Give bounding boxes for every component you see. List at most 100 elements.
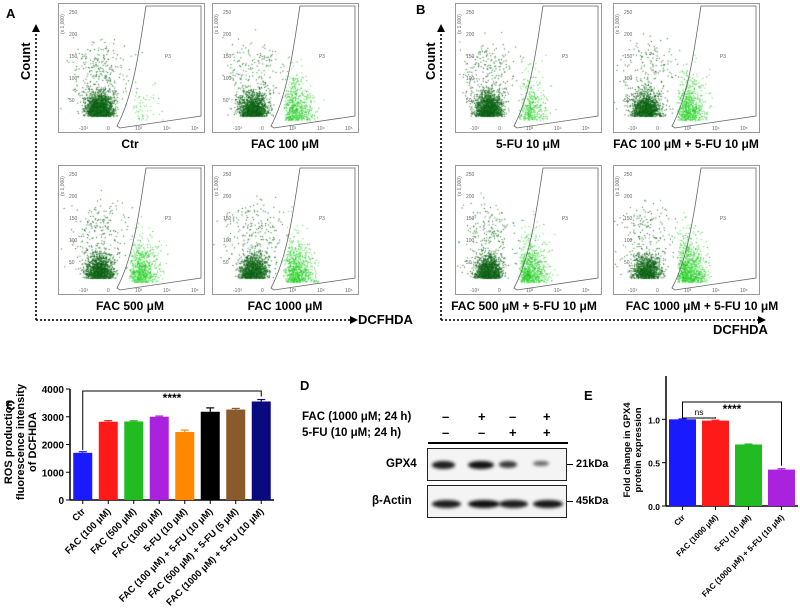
gate-p3	[270, 5, 356, 129]
treatment-sign: +	[509, 425, 517, 440]
y-tick-label: 1000	[42, 468, 65, 479]
y-tick: 50	[69, 98, 75, 104]
x-tick: 0	[498, 126, 501, 132]
y-tick: 100	[624, 76, 633, 82]
scatter-points	[213, 166, 358, 294]
x-tick: 0	[107, 126, 110, 132]
treatment-sign: +	[478, 409, 486, 424]
bar	[226, 409, 246, 500]
treatment-sign: –	[442, 425, 450, 440]
flow-plot-label: FAC 1000 μM + 5-FU 10 μM	[625, 299, 779, 313]
y-tick: 200	[466, 194, 475, 200]
scatter-points	[213, 4, 358, 132]
flow-plot: P3 (x 1,000) 250 200 150 100 50 -10³ 0 10³ 10⁴ 10⁵	[455, 165, 602, 295]
dcfhda-axis-label-a: DCFHDA	[358, 312, 413, 327]
bar	[768, 469, 795, 506]
marker-tick	[567, 464, 573, 465]
bar	[735, 444, 762, 506]
protein-band	[533, 500, 564, 508]
x-tick: 10³	[289, 126, 297, 132]
gate-label: P3	[720, 216, 726, 222]
y-tick: 250	[223, 172, 232, 178]
y-tick-label: 0.0	[648, 502, 660, 512]
bar	[702, 420, 729, 506]
x-tick: 10⁵	[740, 126, 748, 132]
scatter-points	[59, 166, 204, 294]
gate-p3	[270, 167, 356, 291]
x-tick: 10⁴	[554, 126, 562, 132]
x-tick: 10⁵	[740, 288, 748, 294]
x-tick: 10⁵	[345, 126, 353, 132]
gate-label: P3	[165, 54, 171, 60]
y-scale-note: (x 1,000)	[214, 176, 220, 196]
y-tick: 250	[624, 172, 633, 178]
y-tick: 150	[69, 54, 78, 60]
molecular-weight-label: 21kDa	[576, 458, 609, 470]
gate-p3	[513, 5, 599, 129]
x-tick: 10⁴	[712, 288, 720, 294]
x-tick: -10³	[470, 126, 479, 132]
x-tick: -10³	[233, 126, 242, 132]
flow-plot-label: FAC 100 μM + 5-FU 10 μM	[613, 137, 759, 151]
y-scale-note: (x 1,000)	[60, 14, 66, 34]
gate-label: P3	[562, 216, 568, 222]
count-axis-label-a: Count	[18, 42, 33, 80]
x-tick: 0	[656, 288, 659, 294]
x-tick: 10⁵	[191, 126, 199, 132]
flow-plot: P3 (x 1,000) 250 200 150 100 50 -10³ 0 10³ 10⁴ 10⁵	[212, 165, 359, 295]
divider-line	[428, 442, 568, 444]
blot-image	[427, 448, 567, 481]
gate-label: P3	[562, 54, 568, 60]
scatter-points	[456, 166, 601, 294]
x-tick: 10⁵	[345, 288, 353, 294]
panel-label-b: B	[416, 2, 426, 17]
treatment-label: FAC (1000 μM; 24 h)	[302, 411, 412, 423]
bar	[149, 416, 169, 500]
protein-band	[499, 500, 528, 508]
y-tick: 150	[69, 216, 78, 222]
gate-p3	[513, 167, 599, 291]
significance-label: ****	[163, 391, 182, 405]
y-axis-label: Fold change in GPX4protein expression	[622, 402, 644, 498]
flow-plot-label: FAC 500 μM + 5-FU 10 μM	[451, 299, 597, 313]
treatment-label: 5-FU (10 μM; 24 h)	[302, 427, 402, 439]
y-tick: 100	[624, 238, 633, 244]
bar	[98, 421, 118, 500]
flow-plot-label: 5-FU 10 μM	[495, 137, 561, 151]
x-tick: 10³	[289, 288, 297, 294]
protein-band	[533, 461, 549, 467]
significance-bracket	[682, 401, 782, 466]
panel-label-d: D	[300, 378, 310, 393]
flow-axis-arrows	[32, 24, 766, 324]
bar	[251, 401, 271, 500]
y-tick: 50	[466, 260, 472, 266]
x-tick: 10³	[526, 288, 534, 294]
flow-plot: P3 (x 1,000) 250 200 150 100 50 -10³ 0 10³ 10⁴ 10⁵	[613, 3, 760, 133]
x-tick: 10⁵	[582, 288, 590, 294]
protein-band	[468, 500, 500, 508]
flow-plot: P3 (x 1,000) 250 200 150 100 50 -10³ 0 10³ 10⁴ 10⁵	[212, 3, 359, 133]
y-tick-label: 3000	[42, 413, 65, 424]
x-tick: 10⁴	[554, 288, 562, 294]
protein-band	[432, 500, 461, 508]
y-tick: 150	[223, 54, 232, 60]
significance-label: ns	[695, 407, 704, 417]
y-tick: 100	[223, 76, 232, 82]
flow-plot-label: Ctr	[121, 137, 139, 151]
gate-p3	[116, 167, 202, 291]
y-tick: 150	[624, 54, 633, 60]
treatment-sign: +	[543, 425, 551, 440]
y-tick: 100	[69, 76, 78, 82]
y-tick: 100	[466, 76, 475, 82]
y-tick: 200	[69, 194, 78, 200]
y-tick: 200	[624, 32, 633, 38]
x-tick: 10⁴	[712, 126, 720, 132]
gate-label: P3	[319, 216, 325, 222]
count-axis-label-b: Count	[423, 42, 438, 80]
y-tick: 200	[69, 32, 78, 38]
bar	[669, 419, 696, 506]
x-tick: 0	[656, 126, 659, 132]
y-tick-label: 4000	[42, 385, 65, 396]
treatment-sign: +	[543, 409, 551, 424]
